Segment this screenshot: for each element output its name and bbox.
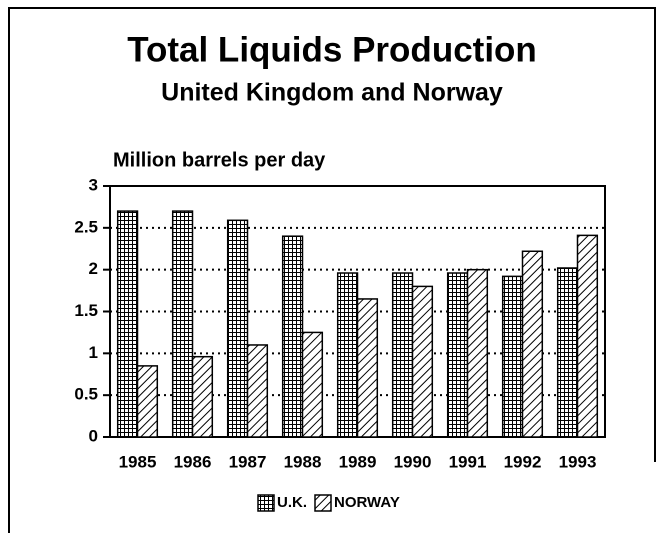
chart-subtitle: United Kingdom and Norway [161, 79, 503, 107]
y-tick-label: 0.5 [74, 385, 98, 404]
legend-swatch [257, 494, 275, 512]
x-tick-label: 1991 [449, 452, 487, 471]
x-tick-label: 1985 [119, 452, 157, 471]
bar [391, 272, 414, 438]
legend-label: U.K. [277, 494, 307, 511]
x-tick-label: 1989 [339, 452, 377, 471]
y-tick-label: 0 [89, 426, 98, 445]
bar [466, 268, 489, 438]
bar [301, 331, 324, 438]
bar [171, 210, 194, 438]
bar [356, 298, 379, 438]
frame [8, 7, 656, 533]
legend-label: NORWAY [334, 494, 400, 511]
chart-title: Total Liquids Production [127, 30, 537, 69]
bar [226, 219, 249, 438]
y-tick-label: 1 [89, 343, 98, 362]
x-tick-label: 1993 [559, 452, 597, 471]
x-tick-label: 1986 [174, 452, 212, 471]
bar [521, 250, 544, 438]
bar [576, 234, 599, 438]
y-tick-label: 2.5 [74, 217, 98, 236]
bar [446, 272, 469, 438]
bar [336, 272, 359, 438]
y-tick-label: 1.5 [74, 301, 98, 320]
x-tick-label: 1987 [229, 452, 267, 471]
bar [116, 210, 139, 438]
x-tick-label: 1990 [394, 452, 432, 471]
x-tick-label: 1988 [284, 452, 322, 471]
bar [281, 235, 304, 438]
bar [556, 267, 579, 438]
bar [411, 285, 434, 438]
bar [246, 344, 269, 438]
x-tick-label: 1992 [504, 452, 542, 471]
y-axis-label: Million barrels per day [113, 149, 326, 171]
bar [501, 275, 524, 438]
y-tick-label: 3 [89, 175, 98, 194]
legend-swatch [314, 494, 332, 512]
bar [191, 355, 214, 438]
y-tick-label: 2 [89, 259, 98, 278]
bar [136, 365, 159, 438]
